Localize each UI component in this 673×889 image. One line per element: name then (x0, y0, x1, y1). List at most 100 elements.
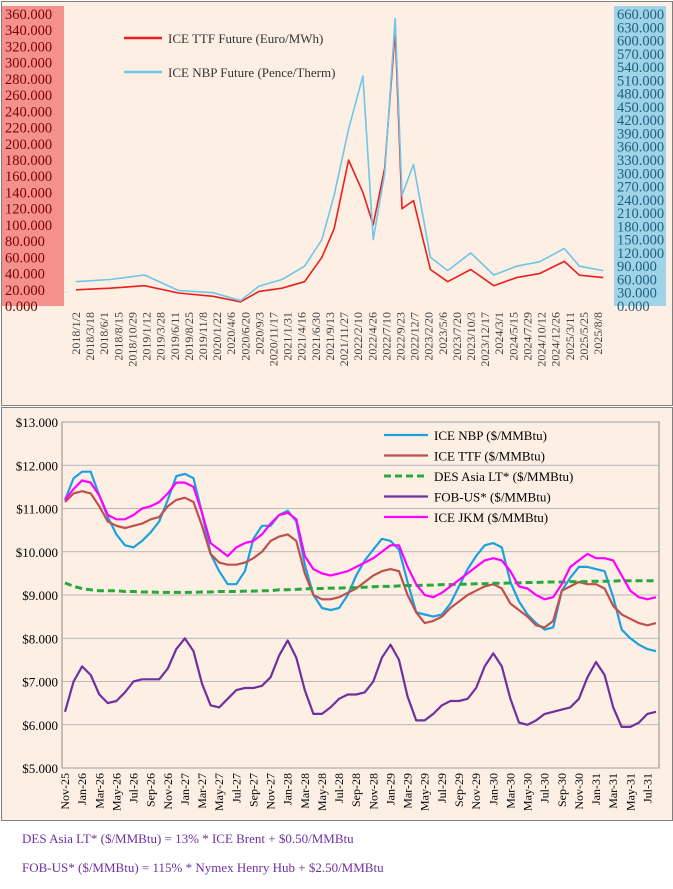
right-y-tick-label: 150.000 (617, 233, 664, 249)
legend-label: ICE NBP ($/MMBtu) (434, 428, 547, 443)
ttf-nbp-futures-chart: 0.000 20.000 40.000 60.000 80.000 100.000 120.… (1, 1, 673, 406)
x-tick-label: Sep-26 (144, 773, 158, 807)
x-tick-label: 2018/3/18 (83, 312, 97, 361)
x-tick-label: 2024/12/26 (549, 312, 563, 367)
x-tick-label: Jul-27 (229, 773, 243, 803)
x-tick-label: 2021/11/27 (337, 312, 351, 366)
series-line-3 (63, 637, 657, 728)
x-tick-label: 2020/4/6 (224, 312, 238, 355)
series-line-nbp (75, 17, 604, 302)
left-y-tick-label: 320.000 (5, 39, 52, 55)
x-tick-label: Jul-31 (640, 773, 654, 803)
x-tick-label: Mar-29 (401, 773, 415, 809)
right-y-tick-label: 600.000 (617, 34, 664, 50)
y-tick-label: $11.000 (16, 502, 58, 517)
x-tick-label: Sep-29 (452, 773, 466, 807)
left-y-tick-label: 240.000 (5, 104, 52, 120)
right-axis-background (614, 6, 666, 306)
x-tick-label: 2022/2/10 (351, 312, 365, 361)
x-tick-label: Jul-29 (435, 773, 449, 803)
right-y-tick-label: 660.000 (617, 7, 664, 23)
left-y-tick-label: 260.000 (5, 88, 52, 104)
right-y-tick-label: 390.000 (617, 126, 664, 142)
x-tick-label: May-27 (212, 773, 226, 811)
right-y-tick-label: 420.000 (617, 113, 664, 129)
right-y-tick-label: 300.000 (617, 166, 664, 182)
x-tick-label: 2019/11/8 (196, 312, 210, 360)
x-tick-label: 2020/6/20 (238, 312, 252, 361)
x-tick-label: Sep-28 (349, 773, 363, 807)
left-y-tick-label: 60.000 (5, 250, 45, 266)
x-tick-label: 2023/10/3 (464, 312, 478, 361)
series-line-0 (63, 470, 657, 653)
left-y-tick-label: 0.000 (5, 299, 38, 315)
x-tick-label: 2019/3/28 (154, 312, 168, 361)
legend-label: FOB-US* ($/MMBtu) (434, 490, 551, 505)
right-y-tick-label: 120.000 (617, 246, 664, 262)
x-tick-label: Jul-26 (127, 773, 141, 803)
footnote-des-asia: DES Asia LT* ($/MMBtu) = 13% * ICE Brent… (22, 831, 354, 846)
x-tick-label: Nov-29 (469, 773, 483, 810)
right-y-tick-label: 180.000 (617, 219, 664, 235)
x-tick-label: Jul-28 (332, 773, 346, 803)
lng-price-forecast-plot: $5.000 $6.000 $7.000 $8.000 $9.000 $10.000 $11… (16, 415, 660, 811)
x-tick-label: May-30 (521, 773, 535, 811)
legend-label: DES Asia LT* ($/MMBtu) (434, 469, 573, 484)
x-tick-label: May-26 (109, 773, 123, 811)
x-tick-label: 2018/10/29 (125, 312, 139, 367)
x-tick-label: Jan-28 (281, 773, 295, 805)
y-tick-label: $12.000 (16, 458, 58, 473)
x-tick-label: 2023/7/20 (450, 312, 464, 361)
right-y-tick-label: 510.000 (617, 73, 664, 89)
x-tick-label: Nov-30 (572, 773, 586, 810)
x-tick-label: 2022/4/26 (365, 312, 379, 361)
left-y-tick-label: 180.000 (5, 153, 52, 169)
x-tick-label: 2020/9/3 (252, 312, 266, 355)
left-y-tick-label: 160.000 (5, 169, 52, 185)
x-tick-label: 2021/6/30 (309, 312, 323, 361)
x-tick-label: 2025/3/11 (563, 312, 577, 360)
x-tick-label: Nov-28 (366, 773, 380, 810)
left-y-tick-label: 40.000 (5, 267, 45, 283)
left-y-tick-label: 220.000 (5, 121, 52, 137)
right-y-tick-label: 450.000 (617, 100, 664, 116)
x-tick-label: Mar-26 (92, 773, 106, 809)
x-tick-label: Sep-27 (246, 773, 260, 807)
legend-label: ICE JKM ($/MMBtu) (434, 510, 548, 525)
series-line-1 (64, 490, 657, 629)
footnote-fob-us: FOB-US* ($/MMBtu) = 115% * Nymex Henry H… (22, 860, 384, 875)
y-tick-label: $5.000 (22, 761, 58, 776)
x-tick-label: 2021/1/31 (281, 312, 295, 361)
x-tick-label: 2023/5/6 (436, 312, 450, 355)
right-y-tick-label: 270.000 (617, 180, 664, 196)
x-tick-label: Nov-25 (58, 773, 72, 810)
x-tick-label: 2019/1/12 (140, 312, 154, 361)
left-y-tick-label: 20.000 (5, 283, 45, 299)
x-tick-label: Jan-31 (589, 773, 603, 805)
right-y-tick-label: 480.000 (617, 87, 664, 103)
x-tick-label: Nov-27 (264, 773, 278, 810)
legend-label: ICE TTF Future (Euro/MWh) (168, 31, 323, 46)
x-tick-label: 2021/4/16 (295, 312, 309, 361)
x-tick-label: 2019/8/25 (182, 312, 196, 361)
legend-label: ICE NBP Future (Pence/Therm) (168, 65, 335, 80)
right-y-tick-label: 630.000 (617, 20, 664, 36)
y-tick-label: $13.000 (16, 415, 58, 430)
x-tick-label: 2018/6/1 (97, 312, 111, 355)
x-tick-label: 2022/9/23 (393, 312, 407, 361)
x-tick-label: Jan-29 (383, 773, 397, 805)
x-tick-label: Mar-31 (606, 773, 620, 809)
left-y-tick-label: 340.000 (5, 23, 52, 39)
x-tick-label: 2023/12/17 (478, 312, 492, 367)
left-y-tick-label: 120.000 (5, 202, 52, 218)
x-tick-label: Jul-30 (538, 773, 552, 803)
right-y-tick-label: 30.000 (617, 286, 657, 302)
x-tick-label: May-29 (418, 773, 432, 811)
right-y-tick-label: 330.000 (617, 153, 664, 169)
ttf-nbp-futures-plot: 0.00020.00040.00060.00080.000100.000120.… (2, 6, 666, 367)
left-y-tick-label: 80.000 (5, 234, 45, 250)
left-y-tick-label: 280.000 (5, 72, 52, 88)
x-tick-label: 2018/8/15 (111, 312, 125, 361)
x-tick-label: 2025/8/8 (591, 312, 605, 355)
series-line-2 (64, 579, 656, 594)
